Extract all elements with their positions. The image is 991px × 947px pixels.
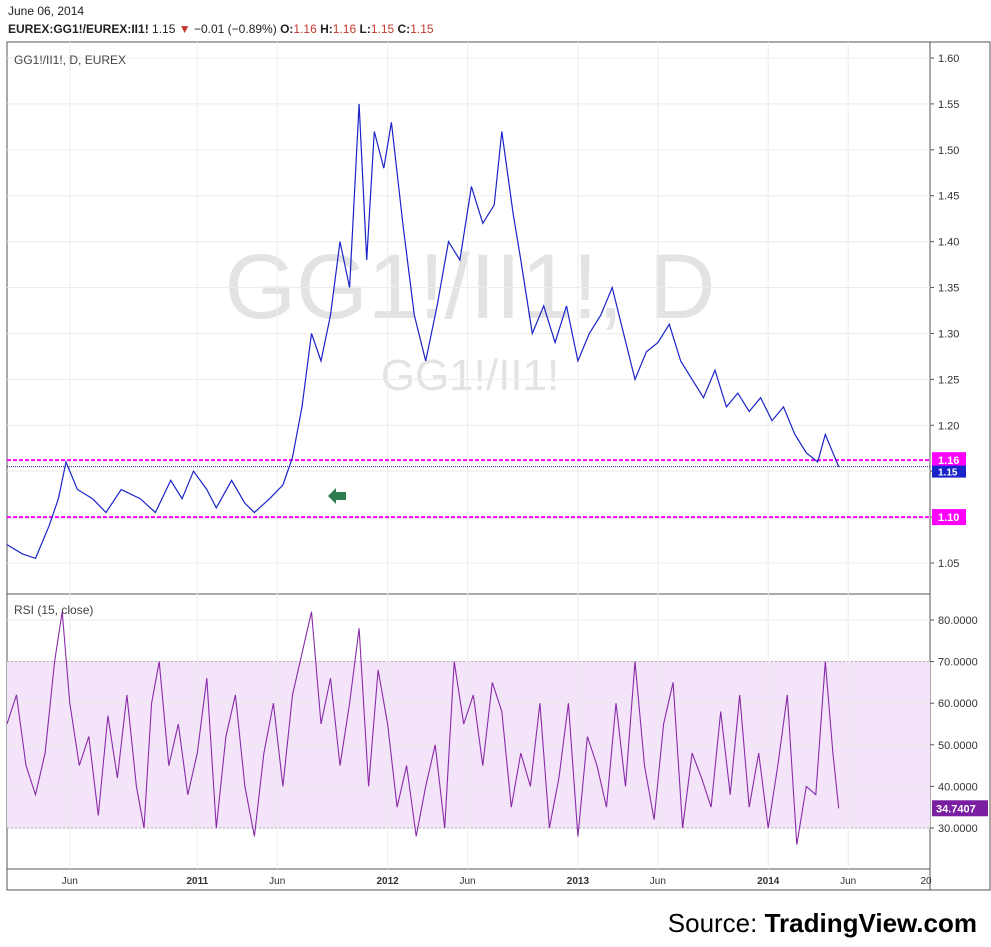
low-label: L:: [359, 22, 371, 36]
price-tick-label: 1.60: [938, 53, 959, 65]
hline-label-bg: [932, 452, 966, 469]
price-series-line: [6, 103, 840, 560]
time-tick-label: Jun: [62, 876, 78, 887]
price-tick-label: 1.30: [938, 328, 959, 340]
price-tick-label: 1.40: [938, 237, 959, 249]
price-tick-label: 1.25: [938, 374, 959, 386]
hline-label: 1.16: [938, 455, 959, 467]
tradingview-brand: TradingView.com: [764, 908, 977, 938]
price-tick-label: 1.50: [938, 145, 959, 157]
rsi-tick-label: 60.0000: [938, 698, 978, 710]
hline-label-bg: [932, 509, 966, 526]
price-tick-label: 1.05: [938, 558, 959, 570]
last-price-label-bg: [932, 465, 966, 478]
rsi-tick-label: 40.0000: [938, 781, 978, 793]
last-price-label: 1.15: [938, 468, 958, 479]
price-tick-label: 1.45: [938, 191, 959, 203]
price-tick-label: 1.20: [938, 420, 959, 432]
high-value: 1.16: [332, 22, 357, 36]
down-triangle-icon: ▼: [178, 22, 191, 36]
time-tick-label: Jun: [840, 876, 856, 887]
low-value: 1.15: [370, 22, 395, 36]
time-tick-label: 2012: [376, 876, 399, 887]
hline-label: 1.10: [938, 512, 959, 524]
price-pane-title: GG1!/II1!, D, EUREX: [14, 53, 126, 67]
last-price: 1.15: [152, 22, 176, 36]
source-credit: Source: TradingView.com: [668, 908, 977, 939]
time-tick-label: Jun: [650, 876, 666, 887]
time-tick-label: 20: [920, 876, 932, 887]
rsi-last-label-bg: [932, 800, 988, 817]
rsi-tick-label: 70.0000: [938, 657, 978, 669]
watermark-sub: GG1!/II1!: [381, 351, 560, 400]
time-tick-label: 2011: [186, 876, 208, 887]
rsi-tick-label: 80.0000: [938, 615, 978, 627]
time-tick-label: Jun: [459, 876, 475, 887]
price-tick-label: 1.35: [938, 283, 959, 295]
rsi-last-label: 34.7407: [936, 803, 976, 815]
open-value: 1.16: [293, 22, 317, 36]
left-arrow-icon: [328, 488, 346, 504]
rsi-tick-label: 30.0000: [938, 823, 978, 835]
time-tick-label: 2013: [567, 876, 590, 887]
close-label: C:: [397, 22, 411, 36]
price-tick-label: 1.55: [938, 99, 959, 111]
time-tick-label: 2014: [757, 876, 780, 887]
rsi-tick-label: 50.0000: [938, 740, 978, 752]
high-label: H:: [320, 22, 333, 36]
chart-area[interactable]: GG1!/II1!, D GG1!/II1! 1.60 1.55 1.50 1.45 1.4…: [0, 0, 991, 900]
symbol: EUREX:GG1!/EUREX:II1!: [8, 22, 149, 36]
quote-line: EUREX:GG1!/EUREX:II1! 1.15 ▼ −0.01 (−0.8…: [8, 22, 434, 36]
time-tick-label: Jun: [269, 876, 285, 887]
chart-date: June 06, 2014: [8, 4, 85, 18]
source-prefix: Source:: [667, 908, 765, 938]
price-change: −0.01 (−0.89%): [193, 22, 277, 36]
open-label: O:: [280, 22, 294, 36]
close-value: 1.15: [410, 22, 434, 36]
rsi-series-line: [6, 611, 840, 845]
rsi-pane-title: RSI (15, close): [14, 603, 93, 617]
watermark: GG1!/II1!, D: [225, 236, 716, 338]
